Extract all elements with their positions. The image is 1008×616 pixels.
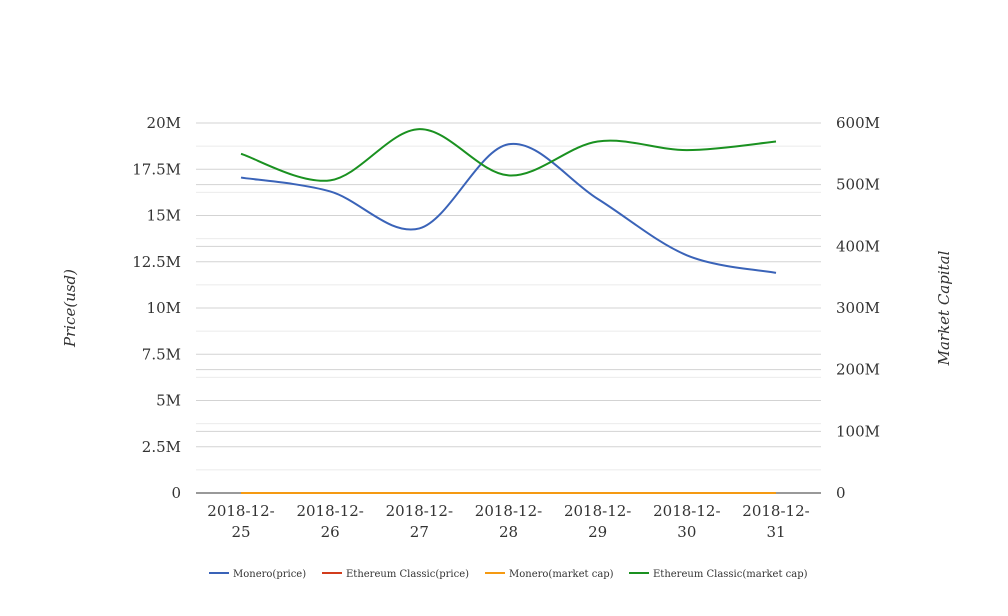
x-tick-label-line: 2018-12- xyxy=(564,502,631,520)
right-tick-label: 600M xyxy=(836,114,880,132)
x-tick-label: 2018-12- 30 xyxy=(653,502,720,541)
legend-label: Monero(price) xyxy=(233,569,306,580)
x-tick-label-line: 2018-12- xyxy=(207,502,274,520)
left-tick-label: 2.5M xyxy=(142,438,181,456)
left-tick-label: 15M xyxy=(147,207,181,225)
legend-item[interactable]: Ethereum Classic(market cap) xyxy=(629,569,808,580)
right-tick-label: 400M xyxy=(836,237,880,255)
left-tick-label: 20M xyxy=(147,114,181,132)
legend-item[interactable]: Monero(price) xyxy=(209,569,306,580)
series-lines xyxy=(240,128,777,495)
x-tick-label: 2018-12- 29 xyxy=(564,502,631,541)
legend: Monero(price) Ethereum Classic(price) Mone… xyxy=(209,569,808,580)
left-axis-title: Price(usd) xyxy=(61,269,79,348)
left-tick-label: 12.5M xyxy=(132,253,181,271)
right-tick-label: 200M xyxy=(836,361,880,379)
right-tick-label: 100M xyxy=(836,422,880,440)
right-tick-label: 500M xyxy=(836,176,880,194)
x-tick-label: 2018-12- 26 xyxy=(296,502,363,541)
right-tick-label: 300M xyxy=(836,299,880,317)
series-line-monero-price xyxy=(240,143,777,274)
x-tick-label-line: 30 xyxy=(677,523,696,541)
x-tick-label-line: 25 xyxy=(231,523,250,541)
legend-item[interactable]: Ethereum Classic(price) xyxy=(322,569,469,580)
x-tick-label-line: 31 xyxy=(766,523,785,541)
left-tick-label: 0 xyxy=(171,484,181,502)
left-tick-label: 7.5M xyxy=(142,345,181,363)
legend-label: Ethereum Classic(market cap) xyxy=(653,569,808,580)
left-tick-label: 5M xyxy=(156,392,181,410)
right-tick-label: 0 xyxy=(836,484,846,502)
x-tick-label: 2018-12- 31 xyxy=(742,502,809,541)
x-tick-label-line: 2018-12- xyxy=(653,502,720,520)
x-tick-label: 2018-12- 25 xyxy=(207,502,274,541)
tick-labels: 0 2.5M 5M 7.5M 10M 12.5M 15M 17.5M 20M 0 100M 200M 3… xyxy=(132,114,880,541)
x-tick-label-line: 2018-12- xyxy=(475,502,542,520)
legend-item[interactable]: Monero(market cap) xyxy=(485,569,614,580)
series-line-ethereum-classic-market-cap xyxy=(240,128,777,182)
x-tick-label-line: 26 xyxy=(321,523,340,541)
legend-label: Monero(market cap) xyxy=(509,569,614,580)
right-axis-title: Market Capital xyxy=(935,250,953,366)
x-tick-label-line: 28 xyxy=(499,523,518,541)
x-tick-label: 2018-12- 27 xyxy=(386,502,453,541)
left-tick-label: 17.5M xyxy=(132,160,181,178)
x-tick-label-line: 2018-12- xyxy=(742,502,809,520)
x-tick-label-line: 2018-12- xyxy=(296,502,363,520)
legend-label: Ethereum Classic(price) xyxy=(346,569,469,580)
x-tick-label: 2018-12- 28 xyxy=(475,502,542,541)
x-tick-label-line: 2018-12- xyxy=(386,502,453,520)
x-tick-label-line: 27 xyxy=(410,523,429,541)
gridlines xyxy=(196,122,821,471)
x-tick-label-line: 29 xyxy=(588,523,607,541)
left-tick-label: 10M xyxy=(147,299,181,317)
